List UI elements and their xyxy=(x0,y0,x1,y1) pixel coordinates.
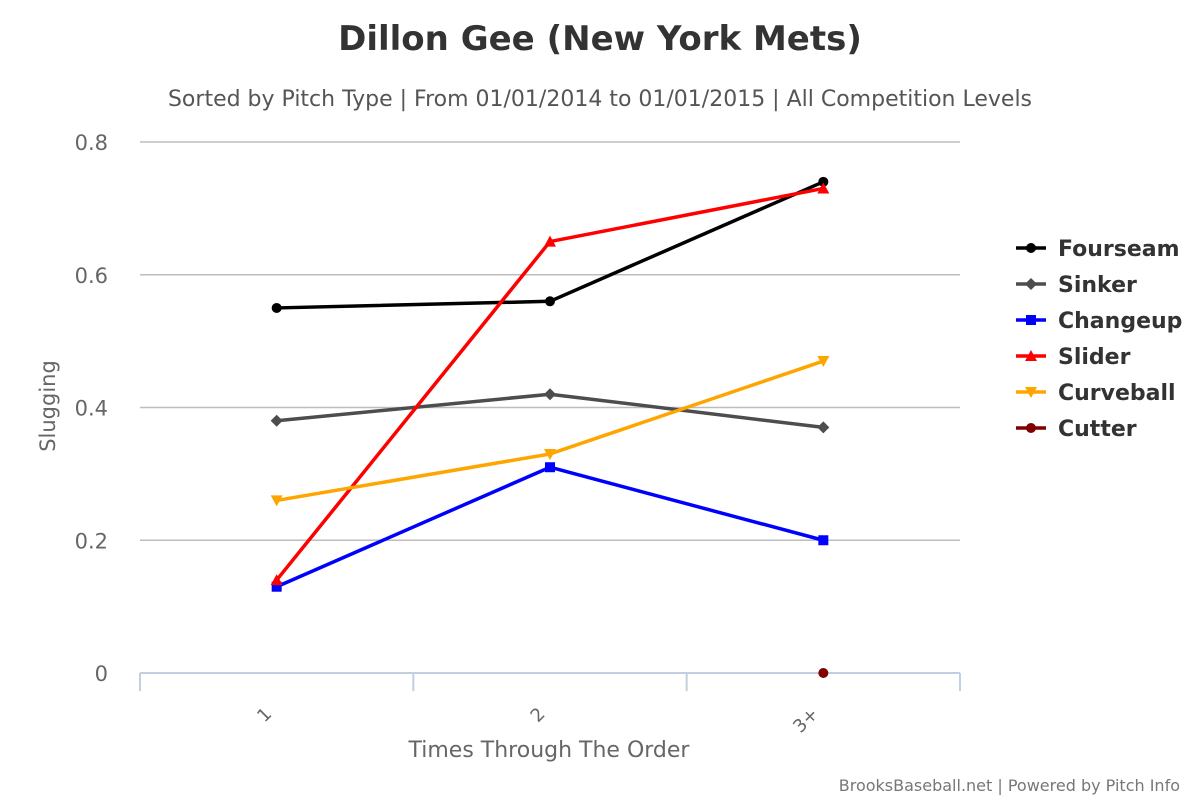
series-fourseam[interactable] xyxy=(271,176,829,313)
chart-title: Dillon Gee (New York Mets) xyxy=(338,19,862,59)
legend-marker-curveball[interactable] xyxy=(1025,387,1037,398)
data-point-slider[interactable] xyxy=(817,182,830,194)
series-cutter[interactable] xyxy=(818,668,829,678)
x-tick-label: 2 xyxy=(527,704,550,727)
y-tick-label: 0 xyxy=(95,662,108,686)
x-axis-title: Times Through The Order xyxy=(408,738,691,763)
data-point-curveball[interactable] xyxy=(270,495,283,507)
chart-subtitle: Sorted by Pitch Type | From 01/01/2014 t… xyxy=(168,87,1032,112)
legend-item-slider[interactable]: Slider xyxy=(1016,345,1131,370)
x-axis: 1 2 3+ xyxy=(139,672,961,738)
legend-label-sinker: Sinker xyxy=(1058,273,1137,298)
legend-label-cutter: Cutter xyxy=(1058,417,1137,442)
legend-label-curveball: Curveball xyxy=(1058,381,1176,406)
y-tick-label: 0.8 xyxy=(75,131,108,155)
data-point-fourseam[interactable] xyxy=(818,176,829,187)
legend-item-curveball[interactable]: Curveball xyxy=(1016,381,1176,406)
legend-label-slider: Slider xyxy=(1058,345,1131,370)
data-point-sinker[interactable] xyxy=(544,388,556,401)
data-point-slider[interactable] xyxy=(544,235,556,247)
x-tick-label: 3+ xyxy=(789,704,823,738)
series-changeup[interactable] xyxy=(271,462,829,592)
data-point-curveball[interactable] xyxy=(544,448,556,460)
series-layer[interactable] xyxy=(270,176,830,678)
data-point-cutter[interactable] xyxy=(818,668,829,678)
series-curveball[interactable] xyxy=(270,356,830,507)
legend-item-fourseam[interactable]: Fourseam xyxy=(1016,237,1180,262)
data-point-fourseam[interactable] xyxy=(545,296,555,307)
data-point-slider[interactable] xyxy=(270,574,283,586)
y-tick-label: 0.4 xyxy=(75,397,108,421)
legend-marker-changeup[interactable] xyxy=(1026,315,1036,325)
series-line-slider[interactable] xyxy=(275,186,824,582)
data-point-sinker[interactable] xyxy=(817,421,830,434)
legend-marker-fourseam[interactable] xyxy=(1026,243,1036,253)
data-point-changeup[interactable] xyxy=(818,535,829,546)
y-axis-title: Slugging xyxy=(36,360,60,452)
y-tick-label: 0.6 xyxy=(75,264,108,288)
data-point-curveball[interactable] xyxy=(817,356,830,368)
data-point-changeup[interactable] xyxy=(271,581,282,592)
legend-item-changeup[interactable]: Changeup xyxy=(1016,309,1182,334)
data-point-sinker[interactable] xyxy=(270,414,283,427)
legend[interactable]: Fourseam Sinker Changeup Slider Curveball Cut… xyxy=(1016,237,1182,442)
data-point-fourseam[interactable] xyxy=(271,302,282,313)
chart-credits[interactable]: BrooksBaseball.net | Powered by Pitch In… xyxy=(839,776,1180,795)
legend-item-cutter[interactable]: Cutter xyxy=(1016,417,1137,442)
legend-marker-sinker[interactable] xyxy=(1025,278,1037,290)
series-sinker[interactable] xyxy=(270,388,830,434)
series-slider[interactable] xyxy=(270,182,830,586)
legend-label-changeup: Changeup xyxy=(1058,309,1182,334)
legend-item-sinker[interactable]: Sinker xyxy=(1016,273,1137,298)
grid-lines: 0 0.2 0.4 0.6 0.8 xyxy=(75,131,960,686)
legend-marker-cutter[interactable] xyxy=(1026,423,1036,433)
y-tick-label: 0.2 xyxy=(75,529,108,553)
legend-label-fourseam: Fourseam xyxy=(1058,237,1180,262)
data-point-changeup[interactable] xyxy=(545,462,555,473)
legend-marker-slider[interactable] xyxy=(1025,350,1037,361)
x-tick-label: 1 xyxy=(253,704,276,727)
